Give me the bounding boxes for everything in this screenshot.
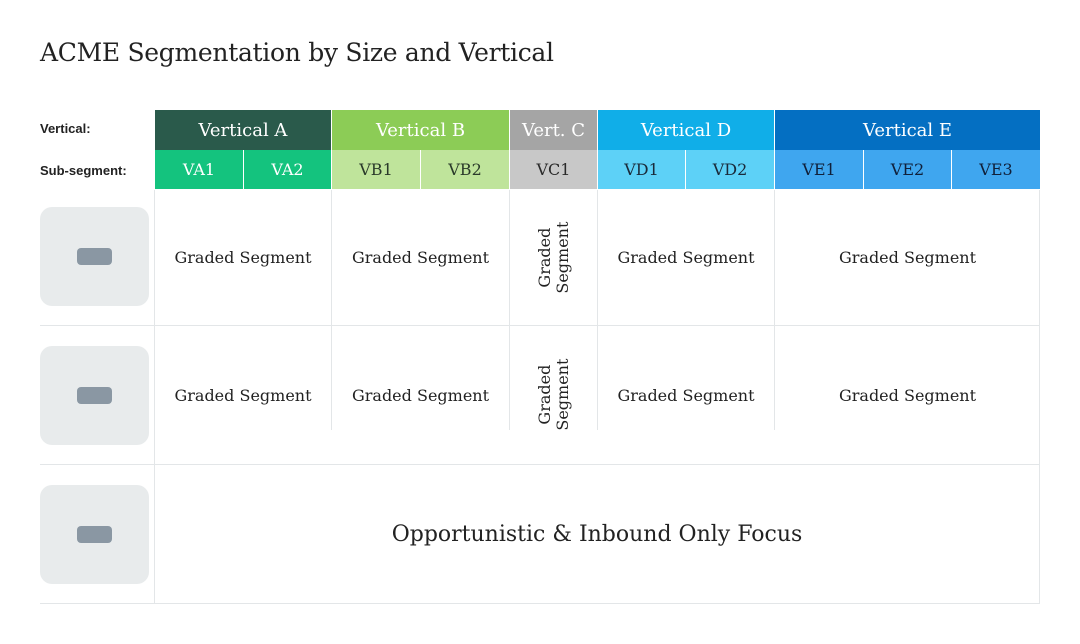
subsegment-vd2: VD2 [686,150,774,189]
vertical-d-header: Vertical D [598,110,774,150]
vertical-row-label: Vertical: [40,121,91,136]
grid-line [40,325,1040,326]
subsegment-ve3: VE3 [952,150,1040,189]
vertical-b-header: Vertical B [332,110,509,150]
pill-icon [77,248,112,265]
row-2-vertical-a-cell: Graded Segment [174,385,312,405]
grid-line [40,603,1040,604]
grid-line [509,190,510,430]
chart-title: ACME Segmentation by Size and Vertical [40,38,554,67]
pill-icon [77,387,112,404]
row-1-vertical-d-cell: Graded Segment [617,248,755,267]
row-1-vertical-e-cell: Graded Segment [838,248,977,267]
row-1-vertical-a-cell: Graded Segment [174,248,312,267]
grid-line [331,190,332,430]
row-2-vertical-d-cell: Graded Segment [617,385,755,405]
bottom-row-focus-cell: Opportunistic & Inbound Only Focus [391,521,803,547]
row-2-vertical-e-cell: Graded Segment [838,385,977,405]
subsegment-vd1: VD1 [598,150,685,189]
row-1-icon-card [40,207,149,306]
grid-line [40,464,1040,465]
vertical-a-header: Vertical A [155,110,331,150]
subsegment-ve2: VE2 [864,150,951,189]
subsegment-ve1: VE1 [775,150,863,189]
pill-icon [77,526,112,543]
row-1-vertical-c-cell: Graded Segment [510,190,597,325]
grid-line [774,190,775,430]
grid-line [154,190,155,604]
vertical-e-header: Vertical E [775,110,1040,150]
subsegment-va2: VA2 [244,150,331,189]
row-2-vertical-b-cell: Graded Segment [351,385,490,405]
row-1-vertical-c-text: Graded Segment [534,221,572,294]
row-2-vertical-c-cell: Graded Segment [510,326,597,464]
grid-line [597,190,598,430]
grid-line [1039,190,1040,604]
row-2-icon-card [40,346,149,445]
vertical-c-header: Vert. C [510,110,597,150]
row-2-vertical-c-text: Graded Segment [534,358,572,432]
row-3-icon-card [40,485,149,584]
subsegment-row-label: Sub-segment: [40,163,127,178]
subsegment-vb1: VB1 [332,150,420,189]
subsegment-va1: VA1 [155,150,243,189]
subsegment-vc1: VC1 [510,150,597,189]
subsegment-vb2: VB2 [421,150,509,189]
row-1-vertical-b-cell: Graded Segment [351,248,490,267]
